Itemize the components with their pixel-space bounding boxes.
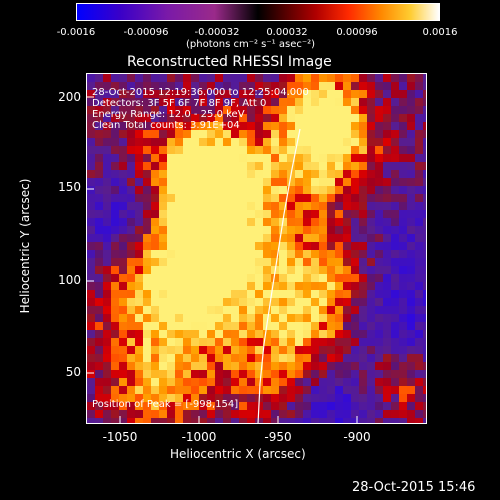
y-tick-50: 50 bbox=[65, 365, 81, 379]
y-axis-label: Heliocentric Y (arcsec) bbox=[18, 178, 32, 314]
colorbar-tick-5: 0.00096 bbox=[336, 27, 378, 38]
colorbar-tick-1: -0.0016 bbox=[56, 27, 96, 38]
colorbar-tick-4: 0.00032 bbox=[266, 27, 308, 38]
y-tick-200: 200 bbox=[58, 90, 81, 104]
rhessi-heatmap bbox=[87, 74, 426, 423]
rhessi-image-plot: 28-Oct-2015 12:19:36.000 to 12:25:04.000… bbox=[86, 73, 427, 424]
colorbar-tick-6: 0.0016 bbox=[422, 27, 458, 38]
colorbar-tick-2: -0.00096 bbox=[123, 27, 169, 38]
y-tick-100: 100 bbox=[58, 273, 81, 287]
info-energy: Energy Range: 12.0 - 25.0 keV bbox=[92, 109, 245, 120]
x-tick-950: -950 bbox=[264, 430, 292, 444]
colorbar-unit-label: (photons cm⁻² s⁻¹ asec⁻²) bbox=[186, 39, 316, 50]
x-tick-1050: -1050 bbox=[102, 430, 138, 444]
y-tick-150: 150 bbox=[58, 180, 81, 194]
plot-title: Reconstructed RHESSI Image bbox=[127, 54, 332, 70]
axis-ticks bbox=[86, 96, 358, 424]
x-tick-1000: -1000 bbox=[181, 430, 217, 444]
peak-position: Position of Peak = [-998,154] bbox=[92, 399, 239, 410]
footer-timestamp: 28-Oct-2015 15:46 bbox=[352, 480, 476, 495]
colorbar-tick-3: -0.00032 bbox=[194, 27, 240, 38]
x-tick-900: -900 bbox=[343, 430, 371, 444]
info-clean: Clean Total counts: 3.91E+04 bbox=[92, 120, 240, 131]
colorbar bbox=[76, 3, 440, 21]
x-axis-label: Heliocentric X (arcsec) bbox=[170, 447, 306, 461]
info-time: 28-Oct-2015 12:19:36.000 to 12:25:04.000 bbox=[92, 87, 309, 98]
info-detectors: Detectors: 3F 5F 6F 7F 8F 9F, Att 0 bbox=[92, 98, 267, 109]
solar-limb-line bbox=[257, 128, 301, 423]
